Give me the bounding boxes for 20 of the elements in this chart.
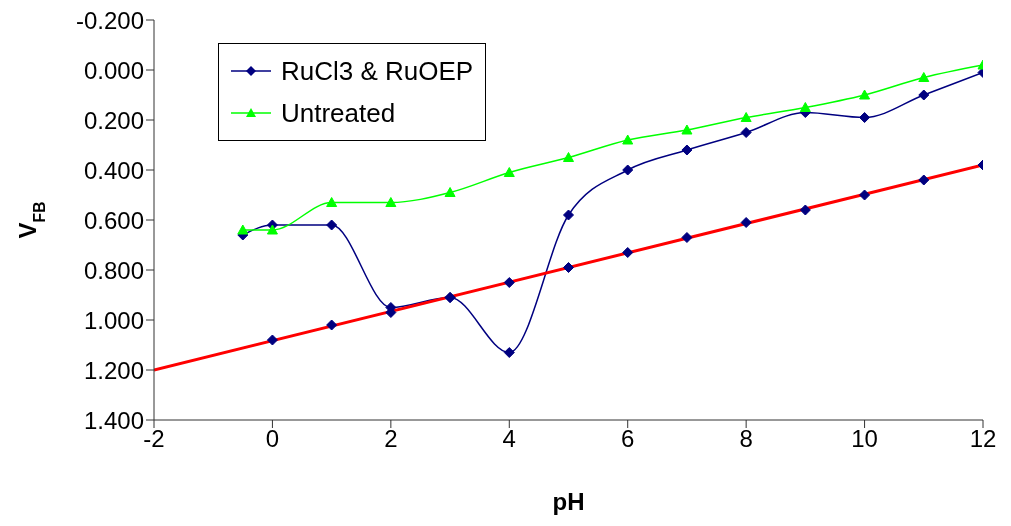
x-tick-label: 0 (265, 425, 280, 453)
y-tick-label: 1.400 (83, 406, 144, 434)
x-axis-title: pH (552, 488, 585, 515)
x-tick-label: 10 (851, 425, 878, 453)
x-tick-label: 2 (384, 425, 398, 453)
y-tick-label: 0.400 (83, 156, 144, 184)
y-tick-label: -0.200 (75, 6, 144, 34)
x-tick-label: 8 (739, 425, 753, 453)
x-tick-label: 6 (621, 425, 635, 453)
legend-label: RuCl3 & RuOEP (281, 55, 474, 88)
x-tick-label: 12 (969, 425, 997, 453)
legend-label: Untreated (281, 97, 396, 130)
y-tick-label: 0.000 (83, 56, 144, 84)
y-tick-label: 1.000 (83, 306, 144, 334)
y-tick-label: 1.200 (83, 356, 144, 384)
x-tick-label: 4 (502, 425, 516, 453)
y-tick-label: 0.200 (83, 106, 144, 134)
x-tick-label: -2 (143, 425, 165, 453)
y-tick-label: 0.800 (83, 256, 144, 284)
y-tick-label: 0.600 (83, 206, 144, 234)
